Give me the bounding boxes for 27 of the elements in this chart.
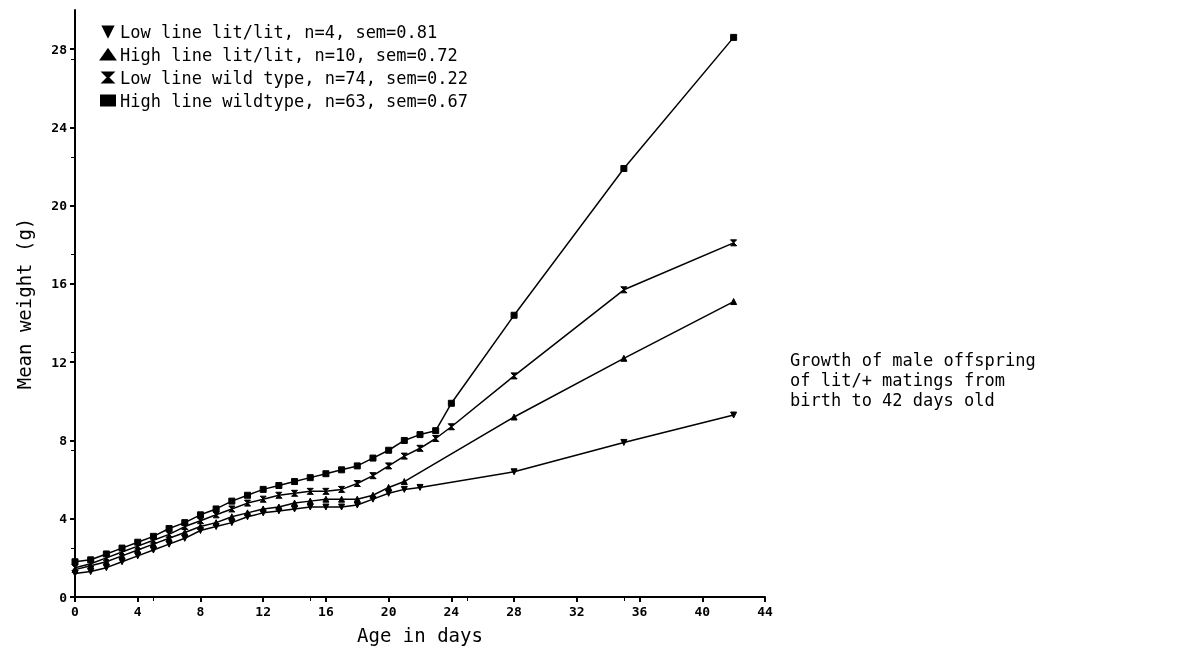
x-tick-label: 16 bbox=[318, 604, 334, 619]
text: Growth of male offspring of lit/+ matings from birth to 42 days old bbox=[790, 350, 1046, 410]
y-axis-title: Mean weight (g) bbox=[12, 217, 35, 390]
legend-label: Low line wild type, n=74, sem=0.22 bbox=[120, 67, 468, 88]
y-tick-label: 20 bbox=[51, 198, 68, 214]
x-tick-label: 28 bbox=[506, 604, 523, 619]
legend-label: Low line lit/lit, n=4, sem=0.81 bbox=[120, 21, 438, 42]
x-tick-label: 36 bbox=[631, 604, 648, 619]
x-tick-label: 40 bbox=[694, 604, 711, 619]
x-tick-label: 4 bbox=[133, 604, 142, 619]
y-tick-label: 8 bbox=[59, 432, 68, 448]
y-tick-label: 12 bbox=[51, 354, 67, 370]
y-tick-label: 4 bbox=[59, 511, 68, 527]
x-tick-label: 0 bbox=[71, 604, 80, 619]
legend-label: High line lit/lit, n=10, sem=0.72 bbox=[120, 44, 458, 65]
x-tick-label: 8 bbox=[196, 604, 205, 619]
x-tick-label: 12 bbox=[255, 604, 272, 619]
y-tick-label: 24 bbox=[51, 119, 68, 135]
x-tick-label: 24 bbox=[443, 604, 460, 619]
x-tick-label: 20 bbox=[380, 604, 397, 619]
legend-label: High line wildtype, n=63, sem=0.67 bbox=[120, 90, 468, 111]
y-tick-label: 28 bbox=[51, 41, 68, 57]
x-tick-label: 32 bbox=[568, 604, 585, 619]
x-tick-label: 44 bbox=[757, 604, 773, 619]
x-axis-title: Age in days bbox=[357, 623, 483, 646]
y-tick-label: 0 bbox=[59, 589, 68, 605]
y-tick-label: 16 bbox=[51, 276, 68, 292]
